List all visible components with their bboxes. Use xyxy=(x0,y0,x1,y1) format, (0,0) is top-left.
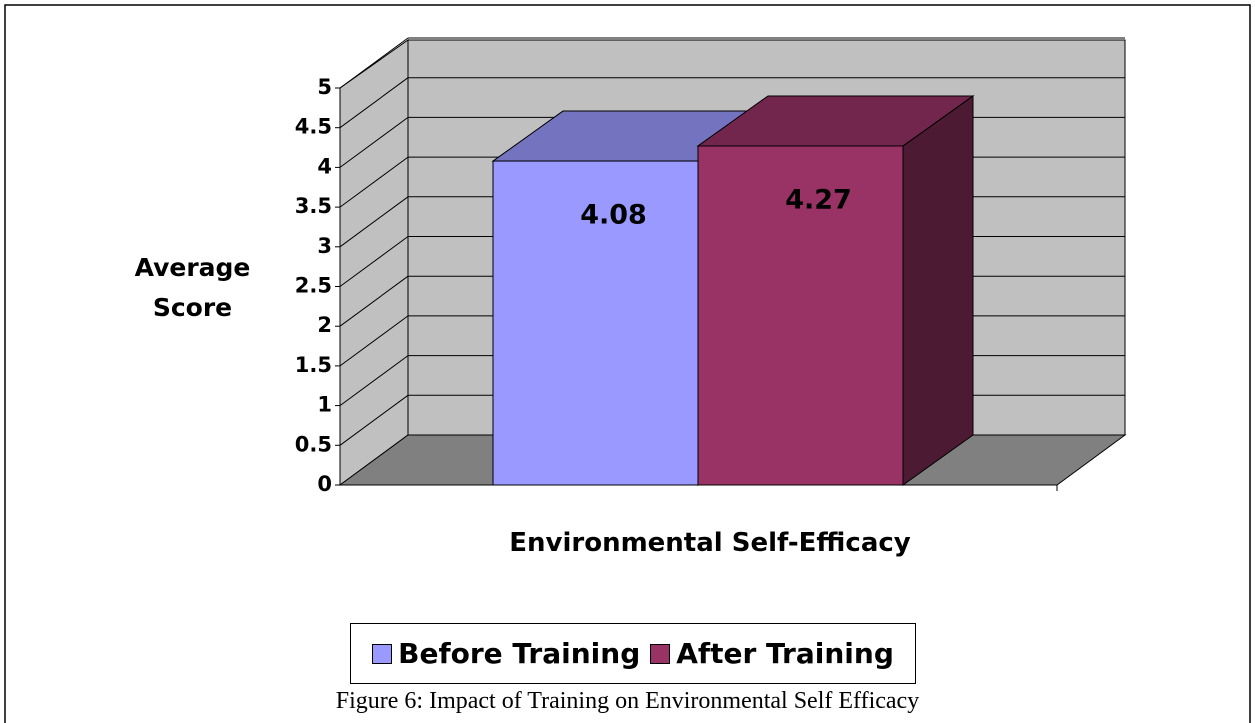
grid-line xyxy=(339,355,409,407)
bars xyxy=(491,94,975,486)
y-tick-label: 2.5 xyxy=(295,274,332,298)
legend-swatch xyxy=(372,643,393,664)
grid-line xyxy=(339,315,409,367)
legend-item: Before Training xyxy=(372,637,640,670)
y-tick-label: 3.5 xyxy=(295,194,332,218)
bar-side xyxy=(902,94,974,486)
y-tick-label: 0 xyxy=(317,472,332,496)
grid-line xyxy=(339,77,409,129)
grid-line xyxy=(339,196,409,248)
bar-front xyxy=(492,160,699,486)
caption: Figure 6: Impact of Training on Environm… xyxy=(335,688,920,714)
y-tick-label: 0.5 xyxy=(295,432,332,456)
bar-front xyxy=(697,145,904,486)
bar xyxy=(696,94,975,486)
grid-line xyxy=(339,116,409,168)
grid-line xyxy=(339,156,409,208)
grid-line xyxy=(339,37,409,89)
y-tick-label: 4 xyxy=(317,154,332,178)
y-tick-label: 4.5 xyxy=(295,115,332,139)
y-tick-label: 1.5 xyxy=(295,353,332,377)
y-axis-title: Average Score xyxy=(134,253,251,322)
side-wall xyxy=(339,39,409,486)
legend-label: Before Training xyxy=(398,637,641,670)
grid-line xyxy=(339,275,409,327)
data-label: 4.08 xyxy=(580,200,647,231)
y-tick-label: 5 xyxy=(317,75,332,99)
y-tick-label: 1 xyxy=(317,393,332,417)
legend-label: After Training xyxy=(676,637,894,670)
legend-item: After Training xyxy=(650,637,894,670)
frame xyxy=(4,4,1251,723)
legend: Before Training After Training xyxy=(350,623,916,684)
data-label: 4.27 xyxy=(785,184,852,215)
grid-line xyxy=(339,236,409,287)
y-tick-label: 3 xyxy=(317,234,332,258)
grid-line xyxy=(339,394,409,446)
y-tick-label: 2 xyxy=(317,313,332,337)
legend-swatch xyxy=(650,643,671,664)
x-axis-title: Environmental Self-Efficacy xyxy=(509,528,911,558)
